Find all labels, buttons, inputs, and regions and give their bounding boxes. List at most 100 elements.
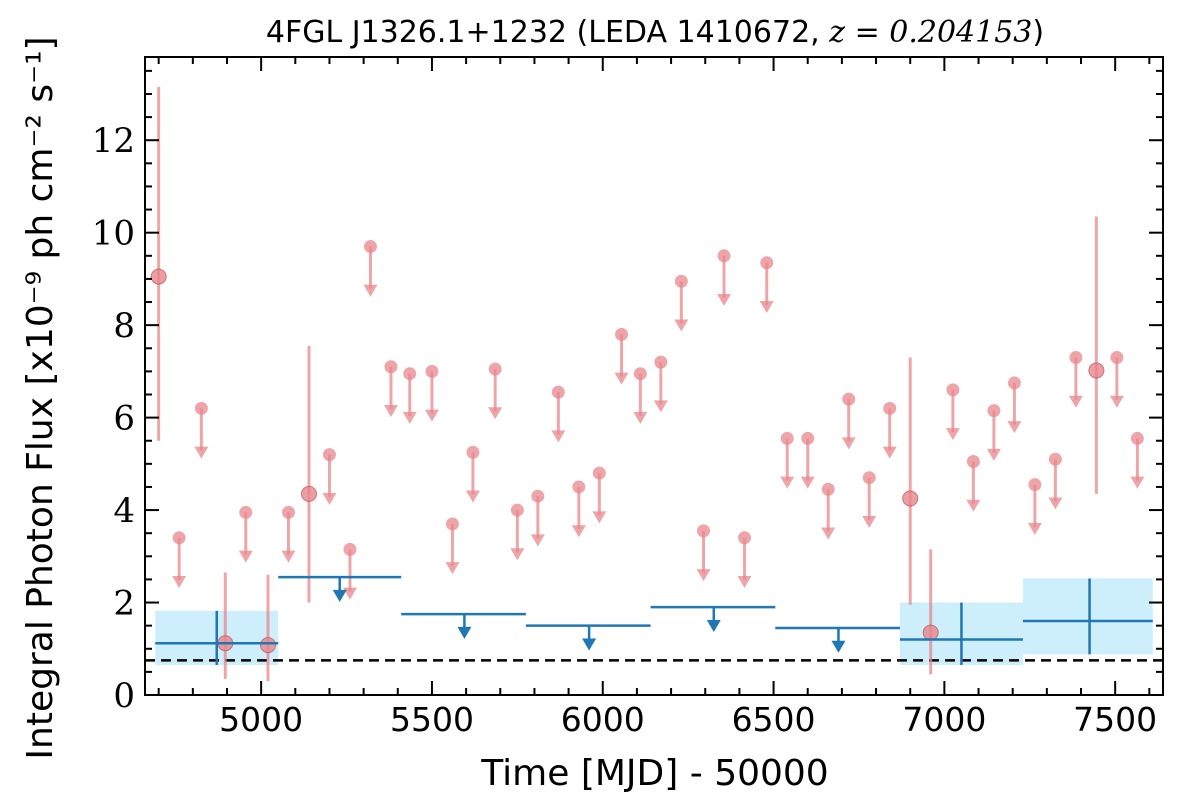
short-bin-detection-point [150, 268, 167, 285]
short-bin-upper-limit-point [738, 531, 752, 545]
short-bin-upper-limit-point [510, 503, 524, 517]
short-bin-upper-limit-point [445, 517, 459, 531]
short-bin-detection-point [922, 624, 939, 641]
x-tick-label: 7000 [902, 700, 986, 739]
short-bin-detection-point [300, 485, 317, 502]
short-bin-upper-limit-arrowhead [1027, 522, 1042, 535]
short-bin-upper-limit-point [821, 482, 835, 496]
short-bin-upper-limit-arrowhead [402, 411, 417, 424]
short-bin-upper-limit-arrowhead [821, 527, 836, 540]
short-bin-upper-limit-arrowhead [717, 294, 732, 307]
short-bin-upper-limit-arrowhead [800, 476, 815, 489]
short-bin-upper-limit-arrowhead [342, 587, 357, 600]
chart-title-suffix: ) [1032, 15, 1044, 50]
short-bin-upper-limit-point [966, 455, 980, 469]
short-bin-upper-limit-arrowhead [1048, 497, 1063, 510]
y-tick-label: 12 [92, 121, 135, 161]
short-bin-upper-limit-point [592, 466, 606, 480]
x-tick-label: 6500 [732, 700, 816, 739]
short-bin-upper-limit-point [615, 327, 629, 341]
short-bin-upper-limit-point [322, 448, 336, 462]
x-tick-label: 5500 [390, 700, 474, 739]
chart-title-redshift: z = 0.204153 [828, 15, 1032, 50]
short-bin-upper-limit-arrowhead [653, 400, 668, 413]
y-tick-label: 8 [113, 306, 135, 346]
short-bin-upper-limit-arrowhead [780, 476, 795, 489]
short-bin-upper-limit-point [1007, 376, 1021, 390]
short-bin-upper-limit-arrowhead [882, 446, 897, 459]
long-bin-upper-limit-arrowhead [706, 619, 721, 632]
x-tick-label: 5000 [219, 700, 303, 739]
y-tick-label: 2 [113, 584, 135, 624]
short-bin-upper-limit-point [239, 505, 253, 519]
short-bin-upper-limit-point [343, 542, 357, 556]
long-bin-upper-limit-arrowhead [831, 640, 846, 653]
y-axis-label: Integral Photon Flux [x10⁻⁹ ph cm⁻² s⁻¹] [20, 36, 61, 759]
short-bin-upper-limit-point [1048, 452, 1062, 466]
short-bin-upper-limit-arrowhead [488, 407, 503, 420]
chart-title-prefix: 4FGL J1326.1+1232 (LEDA 1410672, [266, 15, 829, 50]
x-tick-label: 7500 [1073, 700, 1157, 739]
short-bin-upper-limit-arrowhead [551, 430, 566, 443]
short-bin-upper-limit-point [531, 489, 545, 503]
short-bin-upper-limit-arrowhead [194, 446, 209, 459]
short-bin-upper-limit-arrowhead [966, 499, 981, 512]
short-bin-upper-limit-point [551, 385, 565, 399]
long-bin-upper-limit-arrowhead [457, 626, 472, 639]
short-bin-upper-limit-arrowhead [238, 550, 253, 563]
short-bin-upper-limit-point [883, 401, 897, 415]
short-bin-upper-limit-arrowhead [614, 372, 629, 385]
short-bin-upper-limit-point [403, 367, 417, 381]
short-bin-upper-limit-arrowhead [530, 534, 545, 547]
short-bin-upper-limit-point [425, 364, 439, 378]
short-bin-upper-limit-arrowhead [510, 548, 525, 561]
short-bin-upper-limit-point [801, 431, 815, 445]
axes: 5000 5500 6000 6500 7000 7500 0 2 4 6 8 10 12 [92, 56, 1164, 739]
short-bin-upper-limit-arrowhead [571, 525, 586, 538]
short-bin-upper-limit-arrowhead [1109, 395, 1124, 408]
short-bin-upper-limit-arrowhead [363, 284, 378, 297]
short-bin-upper-limit-arrowhead [1130, 476, 1145, 489]
short-bin-upper-limit-arrowhead [862, 515, 877, 528]
short-bin-upper-limit-point [384, 360, 398, 374]
short-bin-upper-limit-point [780, 431, 794, 445]
short-bin-upper-limit-point [633, 367, 647, 381]
short-bin-detection-point [259, 637, 276, 654]
short-bin-upper-limit-point [466, 445, 480, 459]
short-bin-upper-limit-arrowhead [172, 576, 187, 589]
short-bin-upper-limit-point [842, 392, 856, 406]
short-bin-upper-limit-arrowhead [1068, 395, 1083, 408]
short-bin-upper-limit-arrowhead [465, 490, 480, 503]
short-bin-upper-limit-point [194, 401, 208, 415]
short-bin-upper-limit-arrowhead [445, 562, 460, 575]
y-tick-label: 6 [113, 399, 135, 439]
x-axis-label: Time [MJD] - 50000 [480, 753, 828, 794]
short-bin-detection-point [902, 490, 919, 507]
short-bin-upper-limit-arrowhead [841, 437, 856, 450]
plot-frame [144, 56, 1164, 696]
short-bin-upper-limit-arrowhead [322, 492, 337, 505]
long-bin-upper-limit-arrowhead [582, 638, 597, 651]
short-bin-upper-limit-point [674, 274, 688, 288]
short-bin-upper-limit-arrowhead [424, 409, 439, 422]
short-bin-upper-limit-arrowhead [737, 576, 752, 589]
short-bin-upper-limit-point [717, 249, 731, 263]
short-bin-upper-limit-point [1110, 351, 1124, 365]
short-bin-upper-limit-point [363, 240, 377, 254]
short-bin-upper-limit-point [946, 383, 960, 397]
long-bin-upper-limit-arrowhead [332, 589, 347, 602]
short-bin-upper-limit-arrowhead [945, 428, 960, 441]
short-bin-detection-point [1088, 362, 1105, 379]
y-tick-label: 10 [92, 214, 135, 254]
short-bin-upper-limit-point [987, 404, 1001, 418]
short-bin-upper-limit-arrowhead [383, 404, 398, 417]
short-bin-upper-limit-arrowhead [592, 511, 607, 524]
short-bin-upper-limit-point [697, 524, 711, 538]
long-bin-error-band [1022, 578, 1153, 655]
short-bin-upper-limit-arrowhead [696, 569, 711, 582]
short-bin-upper-limit-point [572, 480, 586, 494]
short-bin-upper-limit-arrowhead [986, 448, 1001, 461]
short-bin-upper-limit-arrowhead [1007, 421, 1022, 434]
short-bin-upper-limit-point [488, 362, 502, 376]
short-bin-upper-limit-arrowhead [674, 319, 689, 332]
